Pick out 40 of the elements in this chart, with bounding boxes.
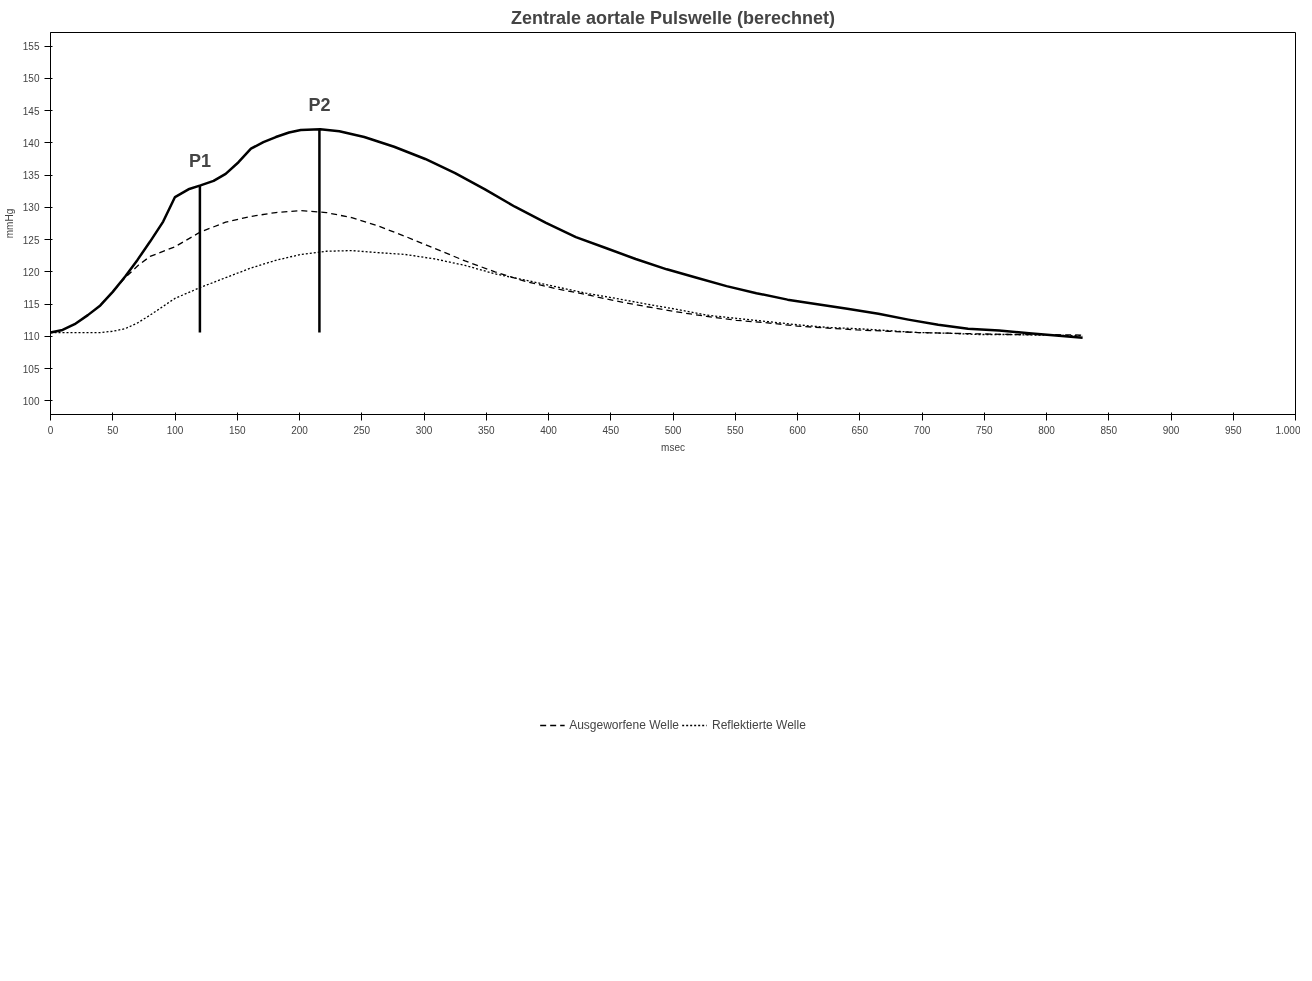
- x-tick-label: 400: [540, 424, 558, 436]
- annotation: P1: [188, 151, 211, 172]
- x-tick-label: 150: [228, 424, 247, 436]
- y-tick-label: 105: [22, 363, 40, 375]
- x-tick-label: 1.000: [1275, 424, 1301, 436]
- x-tick-label: 50: [107, 424, 119, 436]
- legend-label: Reflektierte Welle: [712, 718, 806, 732]
- x-tick-label: 550: [726, 424, 745, 436]
- x-tick-label: 700: [913, 424, 931, 436]
- y-tick-label: 150: [22, 73, 40, 85]
- x-tick-label: 350: [477, 424, 496, 436]
- x-tick-label: 650: [851, 424, 869, 436]
- y-tick-label: 110: [23, 331, 40, 343]
- x-axis-title: msec: [661, 441, 685, 453]
- y-tick-label: 140: [22, 137, 40, 149]
- y-tick-label: 125: [22, 234, 40, 246]
- x-tick-label: 900: [1162, 424, 1180, 436]
- x-tick-label: 300: [415, 424, 433, 436]
- x-tick-label: 750: [975, 424, 994, 436]
- x-tick-label: 450: [602, 424, 620, 436]
- x-tick-label: 800: [1038, 424, 1056, 436]
- x-tick-label: 950: [1224, 424, 1243, 436]
- y-tick-label: 115: [23, 299, 40, 311]
- y-tick-label: 130: [22, 202, 40, 214]
- y-axis-title: mmHg: [3, 208, 15, 239]
- x-tick-label: 600: [789, 424, 807, 436]
- y-tick-label: 120: [22, 266, 40, 278]
- chart-title: Zentrale aortale Pulswelle (berechnet): [510, 7, 836, 28]
- y-tick-label: 135: [22, 170, 40, 182]
- y-tick-label: 155: [22, 41, 40, 53]
- annotation: P2: [308, 95, 331, 116]
- x-tick-label: 850: [1100, 424, 1118, 436]
- x-tick-label: 100: [166, 424, 184, 436]
- y-tick-label: 100: [22, 395, 40, 407]
- legend-label: Ausgeworfene Welle: [569, 718, 680, 732]
- x-tick-label: 0: [47, 424, 54, 436]
- x-tick-label: 200: [291, 424, 309, 436]
- y-tick-label: 145: [22, 105, 40, 117]
- x-tick-label: 250: [353, 424, 371, 436]
- x-tick-label: 500: [664, 424, 682, 436]
